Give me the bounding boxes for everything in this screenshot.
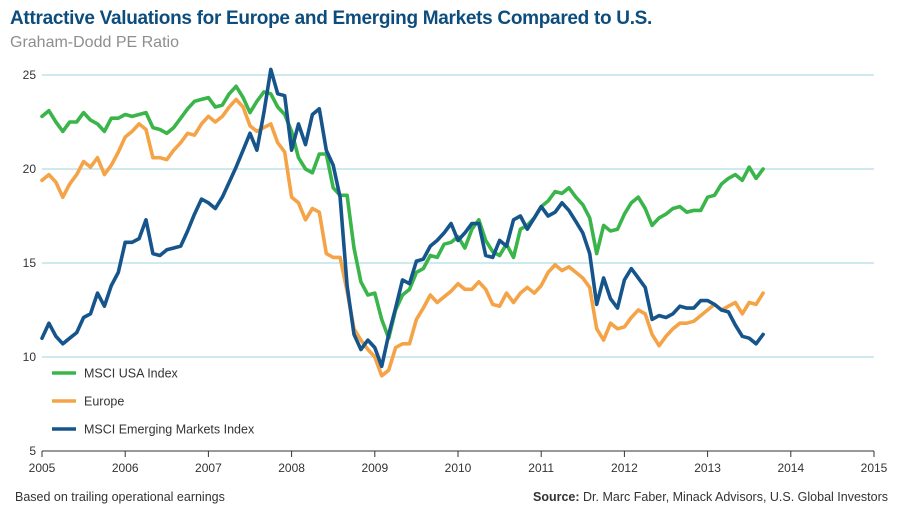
legend: MSCI USA Index Europe MSCI Emerging Market… (52, 367, 255, 437)
y-tick-label: 15 (23, 256, 37, 270)
series-line-1 (40, 84, 765, 340)
x-tick-label: 2005 (29, 461, 56, 475)
y-tick-label: 10 (23, 350, 37, 364)
legend-label: MSCI Emerging Markets Index (84, 423, 255, 437)
source-credit: Source: Dr. Marc Faber, Minack Advisors,… (533, 490, 888, 504)
chart-title: Attractive Valuations for Europe and Eme… (10, 8, 653, 29)
source-text: Dr. Marc Faber, Minack Advisors, U.S. Gl… (583, 490, 888, 504)
y-tick-label: 20 (23, 162, 37, 176)
x-tick-label: 2009 (361, 461, 388, 475)
x-tick-label: 2014 (777, 461, 804, 475)
y-tick-label: 25 (23, 68, 37, 82)
legend-label: Europe (84, 395, 124, 409)
x-tick-label: 2011 (528, 461, 554, 475)
axes: 5 10 15 20 25 2005 2006 2007 2008 2009 2010 2011 201… (23, 68, 888, 475)
chart-subtitle: Graham-Dodd PE Ratio (10, 34, 179, 51)
x-tick-label: 2008 (278, 461, 305, 475)
x-tick-label: 2013 (694, 461, 721, 475)
x-tick-label: 2015 (861, 461, 888, 475)
gridlines (42, 74, 874, 358)
series-lines (40, 67, 765, 378)
source-label: Source: (533, 490, 580, 504)
y-tick-label: 5 (29, 444, 36, 458)
legend-label: MSCI USA Index (84, 367, 179, 381)
line-chart: 5 10 15 20 25 2005 2006 2007 2008 2009 2010 2011 201… (23, 67, 888, 475)
x-tick-label: 2012 (611, 461, 638, 475)
x-tick-label: 2010 (445, 461, 472, 475)
footnote: Based on trailing operational earnings (15, 490, 225, 504)
series-line-3 (40, 67, 765, 369)
series-line-2 (40, 97, 765, 378)
x-tick-label: 2007 (195, 461, 222, 475)
x-tick-label: 2006 (112, 461, 139, 475)
